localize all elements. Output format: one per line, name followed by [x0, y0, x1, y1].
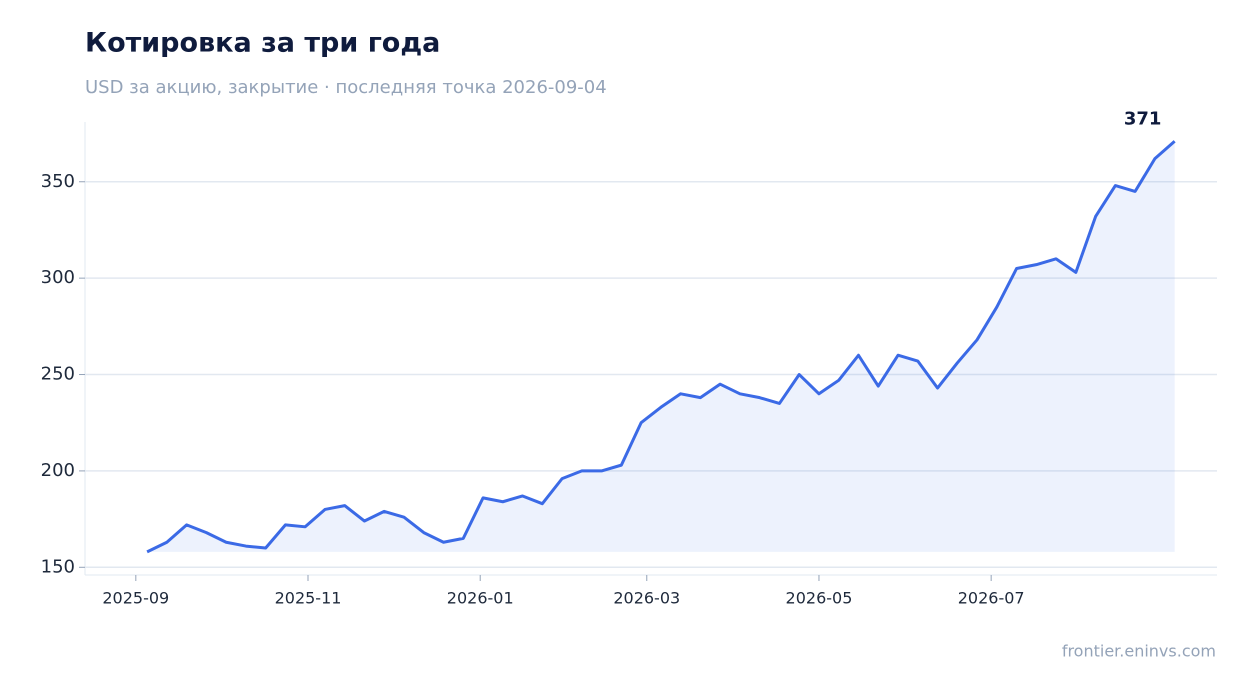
y-tick-label: 150 [41, 556, 75, 577]
x-tick-label: 2025-11 [275, 589, 342, 608]
x-tick-label: 2026-03 [613, 589, 680, 608]
y-tick-label: 250 [41, 364, 75, 385]
y-tick-label: 300 [41, 267, 75, 288]
line [146, 140, 1176, 554]
y-tick-label: 200 [41, 460, 75, 481]
source: frontier.eninvs.com [1062, 642, 1216, 661]
x-tick-label: 2026-01 [447, 589, 514, 608]
x-tick-label: 2026-05 [786, 589, 853, 608]
area [147, 141, 1175, 552]
chart-title: Котировка за три года [85, 28, 440, 59]
last-value-label: 371 [1124, 108, 1162, 129]
y-tick-label: 350 [41, 171, 75, 192]
x-tick-label: 2025-09 [102, 589, 169, 608]
x-tick-label: 2026-07 [958, 589, 1025, 608]
chart-subtitle: USD за акцию, закрытие · последняя точка… [85, 77, 607, 98]
